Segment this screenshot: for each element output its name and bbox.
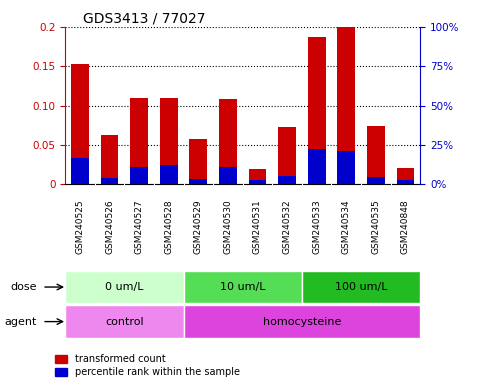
Text: GSM240531: GSM240531 [253,199,262,254]
Text: GSM240528: GSM240528 [164,199,173,254]
Bar [367,177,384,184]
Bar [189,139,207,184]
Bar [71,64,89,184]
Bar [219,99,237,184]
Text: GSM240530: GSM240530 [224,199,232,254]
Bar [101,178,118,184]
Bar [308,149,326,184]
Bar [184,271,302,303]
Bar [397,168,414,184]
Bar [337,27,355,184]
Bar [189,179,207,184]
Bar [71,157,89,184]
Bar [65,305,184,338]
Text: control: control [105,316,143,327]
Text: GSM240526: GSM240526 [105,199,114,254]
Text: GSM240529: GSM240529 [194,199,203,254]
Bar [249,180,267,184]
Bar [130,98,148,184]
Text: GSM240533: GSM240533 [312,199,321,254]
Text: GSM240525: GSM240525 [75,199,85,254]
Bar [367,126,384,184]
Text: GSM240848: GSM240848 [401,199,410,254]
Bar [184,305,420,338]
Bar [130,167,148,184]
Bar [278,127,296,184]
Text: GSM240535: GSM240535 [371,199,380,254]
Text: GDS3413 / 77027: GDS3413 / 77027 [83,12,205,26]
Bar [337,151,355,184]
Text: GSM240527: GSM240527 [135,199,143,254]
Bar [160,98,178,184]
Bar [397,180,414,184]
Text: 10 um/L: 10 um/L [220,282,266,292]
Text: homocysteine: homocysteine [263,316,341,327]
Text: 0 um/L: 0 um/L [105,282,143,292]
Text: GSM240534: GSM240534 [342,199,351,254]
Text: GSM240532: GSM240532 [283,199,292,254]
Bar [101,135,118,184]
Bar [249,169,267,184]
Text: 100 um/L: 100 um/L [335,282,387,292]
Text: agent: agent [4,316,37,327]
Bar [278,175,296,184]
Bar [308,37,326,184]
Bar [160,165,178,184]
Bar [65,271,184,303]
Bar [219,167,237,184]
Bar [302,271,420,303]
Text: dose: dose [10,282,37,292]
Legend: transformed count, percentile rank within the sample: transformed count, percentile rank withi… [53,353,242,379]
